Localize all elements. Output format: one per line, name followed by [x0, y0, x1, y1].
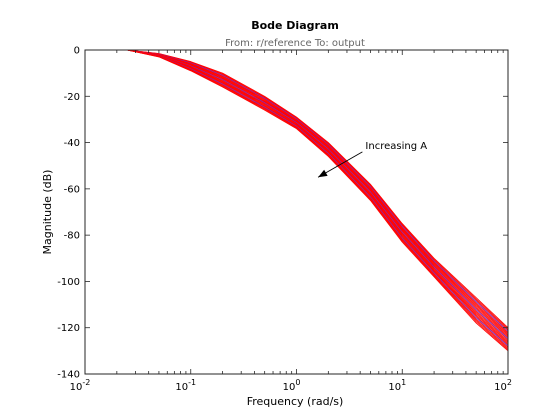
magnitude-curve [85, 49, 509, 346]
y-tick-label: -100 [57, 277, 80, 288]
response-curves [85, 49, 509, 352]
y-tick-label: -40 [64, 138, 80, 149]
magnitude-curve [85, 49, 509, 343]
x-tick-label: 100 [283, 378, 301, 393]
magnitude-curve [85, 49, 509, 336]
annotation-text: Increasing A [365, 141, 427, 152]
magnitude-curve [85, 49, 509, 350]
magnitude-curve [85, 49, 509, 338]
annotation-arrowhead [318, 169, 328, 178]
magnitude-curve [85, 49, 509, 347]
magnitude-curve [85, 49, 509, 342]
magnitude-curve [85, 49, 509, 352]
magnitude-curve [85, 49, 509, 332]
axes-box [84, 49, 509, 375]
annotation: Increasing A [317, 141, 427, 178]
y-tick-label: -60 [64, 184, 80, 195]
x-axis-ticks: 10-2 10-1 100 101 102 [70, 50, 512, 393]
chart-title: Bode Diagram [251, 19, 339, 32]
y-tick-label: -120 [57, 323, 80, 334]
magnitude-curve [85, 49, 509, 341]
magnitude-curve [85, 49, 509, 348]
chart-subtitle: From: r/reference To: output [225, 38, 365, 49]
magnitude-curve [85, 49, 509, 339]
y-tick-label: 0 [74, 46, 80, 57]
magnitude-curve [85, 49, 509, 349]
y-tick-label: -20 [64, 92, 80, 103]
y-axis-ticks: 0 -20 -40 -60 -80 -100 -120 -140 [57, 46, 508, 381]
x-tick-label: 101 [388, 378, 406, 393]
magnitude-curve [85, 49, 509, 344]
y-tick-label: -80 [64, 231, 80, 242]
x-axis-label: Frequency (rad/s) [247, 395, 344, 408]
x-tick-label: 102 [494, 378, 512, 393]
magnitude-curve [85, 49, 509, 333]
y-tick-label: -140 [57, 370, 80, 381]
magnitude-curve [85, 49, 509, 337]
x-tick-label: 10-1 [175, 378, 196, 393]
y-axis-label: Magnitude (dB) [41, 170, 54, 255]
magnitude-curve [85, 49, 509, 335]
